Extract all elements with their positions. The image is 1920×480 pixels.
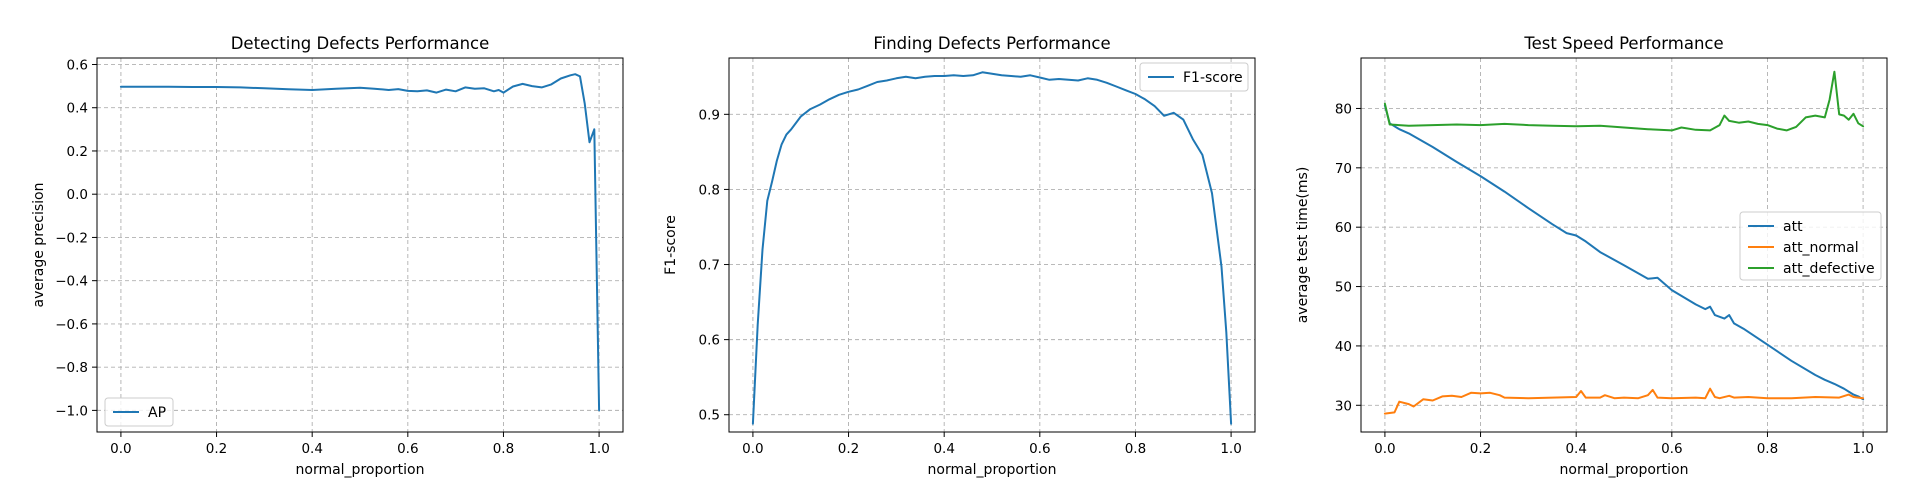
y-tick-label: 30 [1335,398,1352,414]
y-tick-label: 50 [1335,280,1352,296]
legend: F1-score [1139,62,1249,92]
x-tick-label: 1.0 [1220,441,1241,457]
y-tick-label: 0.2 [67,144,88,160]
y-tick-label: 40 [1335,339,1352,355]
y-axis-label: average test time(ms) [1295,167,1311,324]
chart-title: Detecting Defects Performance [231,34,490,53]
legend-label: att [1783,219,1803,235]
y-axis-label: F1-score [663,215,679,275]
axes-frame [96,57,624,433]
x-tick-label: 0.2 [1470,441,1491,457]
y-tick-label: 0.9 [699,107,720,123]
x-tick-label: 1.0 [1852,441,1873,457]
axes-frame [1360,57,1888,433]
legend-box [1139,62,1249,92]
y-tick-label: 0.7 [699,258,720,274]
y-tick-label: 0.4 [67,101,88,117]
x-tick-label: 0.0 [110,441,131,457]
x-tick-label: 0.8 [493,441,514,457]
legend-label: att_normal [1783,240,1859,256]
chart-test-speed: Test Speed Performance normal_proportion… [1295,34,1888,478]
y-axis-label: average precision [31,183,47,308]
series-line-f1-score [751,71,1233,425]
legend-label: AP [148,405,166,421]
x-tick-label: 0.6 [1029,441,1050,457]
y-tick-label: 60 [1335,220,1352,236]
x-tick-label: 0.6 [397,441,418,457]
x-tick-label: 0.4 [933,441,954,457]
x-axis-label: normal_proportion [928,462,1057,478]
y-tick-label: 80 [1335,101,1352,117]
x-tick-label: 1.0 [588,441,609,457]
x-tick-label: 0.6 [1661,441,1682,457]
x-tick-label: 0.8 [1125,441,1146,457]
legend-box [1739,211,1882,281]
y-tick-label: −0.8 [55,360,88,376]
x-axis-label: normal_proportion [1560,462,1689,478]
y-tick-label: −0.6 [55,317,88,333]
legend-label: F1-score [1183,70,1243,86]
y-tick-label: 0.0 [67,187,88,203]
y-tick-label: 0.8 [699,182,720,198]
x-tick-label: 0.4 [1565,441,1586,457]
legend: att att_normal att_defective [1739,211,1882,281]
y-tick-label: 70 [1335,161,1352,177]
x-tick-label: 0.2 [838,441,859,457]
legend-label: att_defective [1783,261,1875,277]
x-axis-label: normal_proportion [296,462,425,478]
series-line-ap [119,73,601,412]
y-tick-label: −0.2 [55,230,88,246]
y-tick-label: 0.6 [699,333,720,349]
axes-frame [728,57,1256,433]
y-tick-label: 0.6 [67,57,88,73]
x-tick-label: 0.0 [742,441,763,457]
legend: AP [104,397,174,427]
x-tick-label: 0.2 [206,441,227,457]
chart-detecting-defects: Detecting Defects Performance normal_pro… [31,34,624,478]
x-tick-label: 0.0 [1374,441,1395,457]
x-tick-label: 0.4 [301,441,322,457]
chart-title: Test Speed Performance [1523,34,1723,53]
series-line-att-normal [1383,387,1865,415]
chart-title: Finding Defects Performance [873,34,1110,53]
x-tick-label: 0.8 [1757,441,1778,457]
y-tick-label: −0.4 [55,274,88,290]
chart-finding-defects: Finding Defects Performance normal_propo… [663,34,1256,478]
series-line-att [1383,104,1865,401]
y-tick-label: 0.5 [699,408,720,424]
y-tick-label: −1.0 [55,403,88,419]
series-line-att-defective [1383,70,1865,132]
